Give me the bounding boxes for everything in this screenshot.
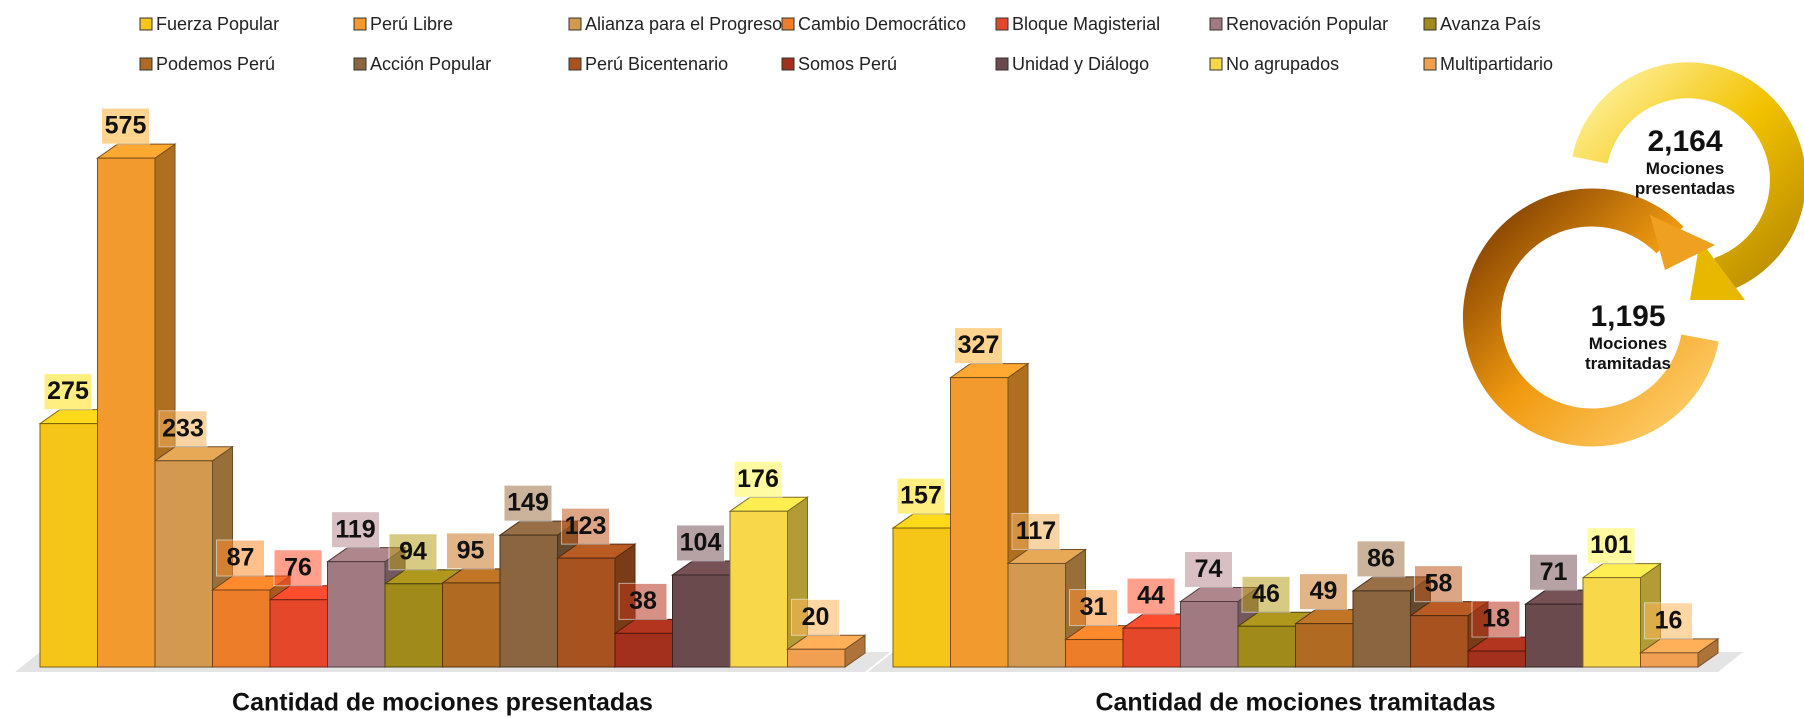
bar <box>1411 616 1469 667</box>
value-label: 44 <box>1137 582 1165 610</box>
legend-label: Acción Popular <box>370 54 491 74</box>
value-label: 49 <box>1310 577 1338 605</box>
legend-swatch <box>569 58 581 70</box>
legend-label: Cambio Democrático <box>798 14 966 34</box>
value-label: 16 <box>1655 606 1683 634</box>
summary-label: Mociones presentadas <box>1620 159 1750 199</box>
value-label: 74 <box>1195 555 1223 583</box>
value-label: 101 <box>1590 531 1632 559</box>
bar <box>270 600 328 667</box>
bar <box>1526 604 1584 667</box>
bar <box>98 158 156 667</box>
value-label: 123 <box>565 512 607 540</box>
x-axis-label: Cantidad de mociones tramitadas <box>1095 689 1495 717</box>
bar <box>1008 563 1066 667</box>
value-label: 95 <box>457 537 485 565</box>
bar <box>1583 578 1641 667</box>
bar <box>328 562 386 667</box>
legend-swatch <box>569 18 581 30</box>
bar <box>443 583 501 667</box>
value-label: 157 <box>900 482 942 510</box>
legend-label: Unidad y Diálogo <box>1012 54 1149 74</box>
bar <box>1641 653 1699 667</box>
legend-swatch <box>782 58 794 70</box>
legend-label: Podemos Perú <box>156 54 275 74</box>
value-label: 87 <box>227 544 255 572</box>
value-label: 117 <box>1016 517 1056 545</box>
legend-label: Alianza para el Progreso <box>585 14 782 34</box>
value-label: 327 <box>958 331 1000 359</box>
chart: Fuerza Popular Perú Libre Alianza para el … <box>0 0 1804 719</box>
value-label: 119 <box>335 515 375 543</box>
value-label: 18 <box>1482 605 1510 633</box>
value-label: 46 <box>1252 580 1280 608</box>
bar <box>673 575 731 667</box>
legend-label: Avanza País <box>1440 14 1541 34</box>
bar <box>1066 640 1124 667</box>
legend-label: Multipartidario <box>1440 54 1553 74</box>
value-label: 176 <box>737 465 779 493</box>
legend-swatch <box>782 18 794 30</box>
legend-swatch <box>996 58 1008 70</box>
bar <box>1238 626 1296 667</box>
bar <box>1123 628 1181 667</box>
bar <box>1353 591 1411 667</box>
legend-label: Perú Libre <box>370 14 453 34</box>
value-label: 233 <box>162 414 204 442</box>
legend-label: Perú Bicentenario <box>585 54 728 74</box>
legend-swatch <box>140 18 152 30</box>
value-label: 94 <box>399 537 427 565</box>
legend-swatch <box>1424 18 1436 30</box>
summary-label: Mociones tramitadas <box>1563 334 1693 374</box>
summary-value: 1,195 <box>1563 300 1693 334</box>
bar <box>1181 602 1239 667</box>
bar <box>615 633 673 667</box>
value-label: 76 <box>284 553 312 581</box>
bar <box>951 378 1009 667</box>
value-label: 31 <box>1080 593 1108 621</box>
x-axis-label: Cantidad de mociones presentadas <box>232 689 653 717</box>
legend-swatch <box>1210 58 1222 70</box>
page: Fuerza Popular Perú Libre Alianza para el … <box>0 0 1804 719</box>
value-label: 58 <box>1425 569 1453 597</box>
legend-label: Renovación Popular <box>1226 14 1388 34</box>
value-label: 38 <box>629 587 657 615</box>
legend-swatch <box>354 18 366 30</box>
legend-label: Somos Perú <box>798 54 897 74</box>
legend-label: Bloque Magisterial <box>1012 14 1160 34</box>
bar <box>500 535 558 667</box>
value-label: 104 <box>680 529 722 557</box>
legend-label: No agrupados <box>1226 54 1339 74</box>
bar <box>558 558 616 667</box>
bar <box>788 649 846 667</box>
value-label: 71 <box>1540 558 1568 586</box>
bar <box>155 461 213 667</box>
legend-swatch <box>140 58 152 70</box>
value-label: 86 <box>1367 544 1395 572</box>
bar <box>730 511 788 667</box>
value-label: 275 <box>47 377 89 405</box>
legend-swatch <box>996 18 1008 30</box>
value-label: 149 <box>507 489 549 517</box>
legend-swatch <box>1210 18 1222 30</box>
legend-swatch <box>1424 58 1436 70</box>
summary-value: 2,164 <box>1620 125 1750 159</box>
bar <box>40 424 98 667</box>
bar <box>213 590 271 667</box>
bar <box>1468 651 1526 667</box>
value-label: 575 <box>105 112 147 140</box>
legend-swatch <box>354 58 366 70</box>
bar <box>385 584 443 667</box>
legend-label: Fuerza Popular <box>156 14 279 34</box>
bar <box>1296 624 1354 667</box>
bar <box>893 528 951 667</box>
value-label: 20 <box>802 603 830 631</box>
